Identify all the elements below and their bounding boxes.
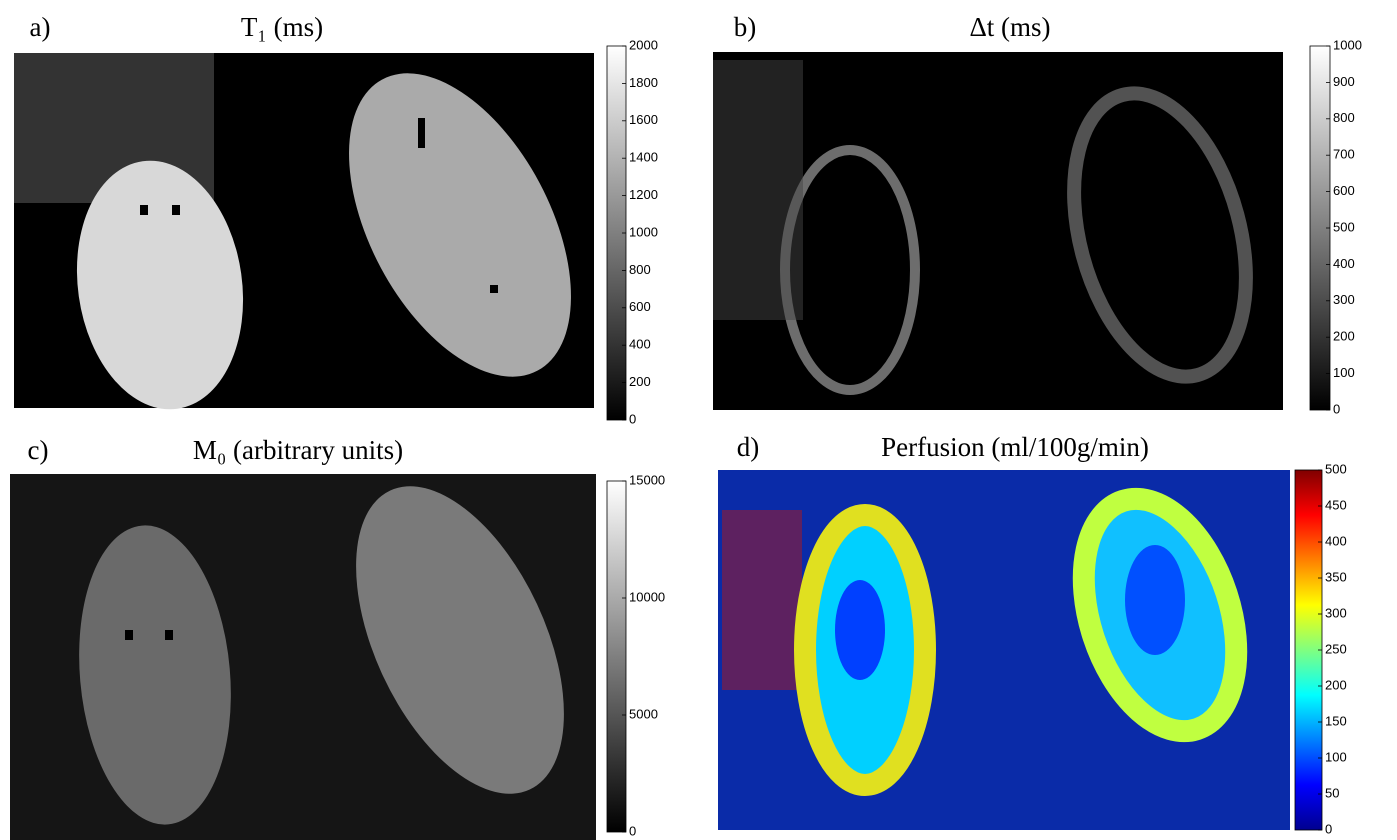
tick-label: 400	[629, 337, 651, 352]
tick-label: 250	[1325, 641, 1347, 656]
tick-label: 200	[1325, 677, 1347, 692]
tick-label: 10000	[629, 589, 665, 604]
m0-map	[10, 455, 607, 840]
tick-label: 500	[1333, 219, 1355, 234]
tick-label: 600	[629, 299, 651, 314]
t1-map	[14, 37, 617, 420]
tick-label: 0	[629, 823, 636, 838]
panel-label: c)	[28, 435, 49, 465]
tick-label: 1600	[629, 112, 658, 127]
tick-label: 350	[1325, 569, 1347, 584]
page: {"chart_data": [ {"type": "image-colorba…	[0, 0, 1397, 840]
tick-label: 900	[1333, 74, 1355, 89]
delta-t-map	[713, 52, 1283, 410]
panel-title: T₁ (ms)	[241, 12, 323, 42]
tick-label: 0	[1333, 401, 1340, 416]
figure: a)T₁ (ms)0200400600800100012001400160018…	[0, 0, 1397, 840]
tick-label: 50	[1325, 785, 1339, 800]
tick-label: 1000	[1333, 37, 1362, 52]
tick-label: 5000	[629, 706, 658, 721]
tick-label: 1000	[629, 224, 658, 239]
tick-label: 150	[1325, 713, 1347, 728]
tick-label: 1200	[629, 187, 658, 202]
tick-label: 800	[1333, 110, 1355, 125]
panel-title: Δt (ms)	[969, 12, 1050, 42]
tick-label: 450	[1325, 497, 1347, 512]
colorbar	[607, 481, 626, 832]
colorbar	[1295, 470, 1322, 830]
tick-label: 300	[1325, 605, 1347, 620]
panel-label: b)	[734, 12, 757, 42]
tick-label: 0	[629, 411, 636, 426]
tick-label: 300	[1333, 292, 1355, 307]
tick-label: 100	[1325, 749, 1347, 764]
tick-label: 2000	[629, 37, 658, 52]
tick-label: 500	[1325, 461, 1347, 476]
panel-title: Perfusion (ml/100g/min)	[881, 432, 1149, 462]
tick-label: 800	[629, 262, 651, 277]
tick-label: 200	[1333, 329, 1355, 344]
tick-label: 700	[1333, 147, 1355, 162]
tick-label: 100	[1333, 365, 1355, 380]
tick-label: 400	[1333, 256, 1355, 271]
tick-label: 600	[1333, 183, 1355, 198]
tick-label: 1800	[629, 75, 658, 90]
tick-label: 1400	[629, 150, 658, 165]
panel-label: d)	[737, 432, 760, 462]
panel-label: a)	[30, 12, 51, 42]
tick-label: 400	[1325, 533, 1347, 548]
tick-label: 200	[629, 374, 651, 389]
tick-label: 15000	[629, 472, 665, 487]
panel-title: M₀ (arbitrary units)	[193, 435, 403, 465]
tick-label: 0	[1325, 821, 1332, 836]
perfusion-map	[718, 470, 1290, 830]
